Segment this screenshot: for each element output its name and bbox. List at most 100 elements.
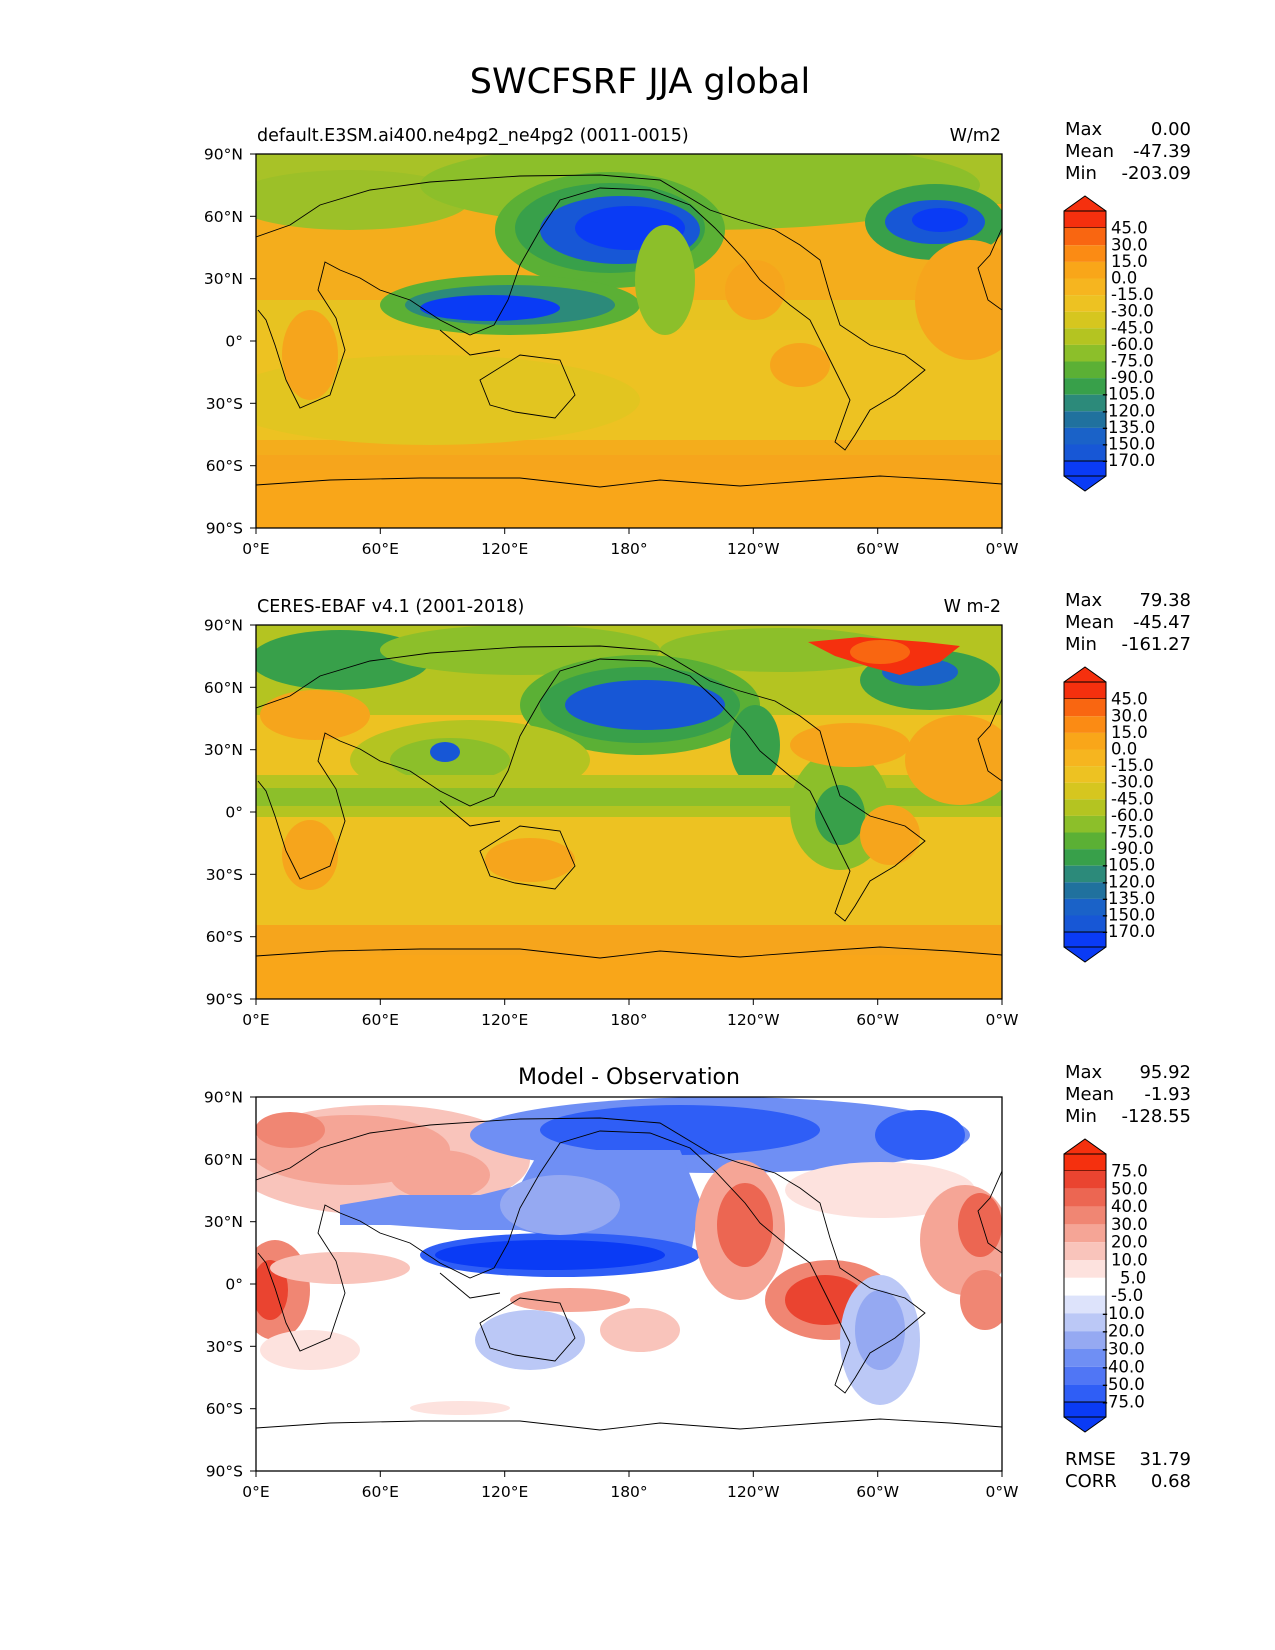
colorbar-top-arrow <box>1063 1138 1107 1172</box>
stat-min-value: -203.09 <box>1122 163 1191 184</box>
colorbar-tick: -105.0 <box>1102 856 1155 875</box>
lat-tick-label: 30°N <box>204 1213 243 1231</box>
colorbar-tick: -150.0 <box>1102 906 1155 925</box>
lat-tick-label: 60°N <box>204 1151 243 1169</box>
stat-corr-value: 0.68 <box>1151 1471 1191 1492</box>
colorbar-tick: -30.0 <box>1111 302 1154 321</box>
colorbar-tick: -170.0 <box>1102 451 1155 470</box>
lat-tick-label: 30°N <box>204 741 243 759</box>
stat-min-value: -161.27 <box>1122 634 1191 655</box>
lon-tick-label: 180° <box>610 1483 647 1501</box>
lat-tick-label: 0° <box>225 333 243 351</box>
stat-min-label: Min <box>1065 634 1097 655</box>
stat-rmse-label: RMSE <box>1065 1449 1116 1470</box>
colorbar-tick: -75.0 <box>1111 352 1154 371</box>
lon-tick-label: 120°E <box>481 1483 528 1501</box>
stats-block: Max 0.00 Mean -47.39 Min -203.09 <box>1065 119 1191 184</box>
colorbar-tick: -10.0 <box>1102 1304 1145 1323</box>
coastlines <box>256 1117 1002 1431</box>
lat-tick-label: 60°N <box>204 208 243 226</box>
lat-tick-label: 90°S <box>206 1463 243 1481</box>
lat-tick-label: 0° <box>225 1276 243 1294</box>
lat-tick-label: 60°S <box>206 1400 243 1418</box>
colorbar-tick: 10.0 <box>1111 1251 1148 1270</box>
stat-mean-value: -47.39 <box>1133 141 1191 162</box>
colorbar-tick: -90.0 <box>1111 368 1154 387</box>
lon-tick-label: 60°W <box>856 540 899 558</box>
colorbar-tick: -135.0 <box>1102 889 1155 908</box>
colorbar: 45.0 30.0 15.0 0.0 -15.0 -30.0 -45.0 -60… <box>1063 666 1155 963</box>
stat-mean-value: -1.93 <box>1144 1084 1191 1105</box>
lon-tick-label: 180° <box>610 540 647 558</box>
colorbar-tick: 50.0 <box>1111 1179 1148 1198</box>
lon-tick-label: 60°E <box>362 1483 399 1501</box>
lat-tick-label: 30°S <box>206 395 243 413</box>
lon-tick-label: 60°W <box>856 1011 899 1029</box>
colorbar-tick: 15.0 <box>1111 723 1148 742</box>
colorbar: 45.0 30.0 15.0 0.0 -15.0 -30.0 -45.0 -60… <box>1063 195 1155 492</box>
colorbar-tick: -105.0 <box>1102 385 1155 404</box>
lon-tick-label: 120°E <box>481 1011 528 1029</box>
lon-tick-label: 0°W <box>986 1483 1019 1501</box>
lat-tick-label: 60°S <box>206 928 243 946</box>
lat-tick-label: 60°S <box>206 457 243 475</box>
stat-max-label: Max <box>1065 1062 1103 1083</box>
colorbar-tick: 45.0 <box>1111 219 1148 238</box>
lon-axis-ticks: 0°E 60°E 120°E 180° 120°W 60°W 0°W <box>242 1471 1018 1501</box>
lat-tick-label: 0° <box>225 804 243 822</box>
stat-max-value: 95.92 <box>1139 1062 1191 1083</box>
lon-axis-ticks: 0°E 60°E 120°E 180° 120°W 60°W 0°W <box>242 999 1018 1029</box>
panel-units: W/m2 <box>950 126 1001 146</box>
lat-tick-label: 90°N <box>204 146 243 164</box>
lon-tick-label: 120°E <box>481 540 528 558</box>
colorbar-tick: -120.0 <box>1102 872 1155 891</box>
lat-tick-label: 60°N <box>204 679 243 697</box>
colorbar-tick: -135.0 <box>1102 418 1155 437</box>
stat-max-label: Max <box>1065 119 1103 140</box>
panel-units: W m-2 <box>944 597 1001 617</box>
lon-tick-label: 0°W <box>986 540 1019 558</box>
lon-tick-label: 120°W <box>727 540 780 558</box>
coastlines <box>256 174 1002 488</box>
colorbar-tick: -75.0 <box>1111 823 1154 842</box>
colorbar-tick: 0.0 <box>1111 269 1137 288</box>
stat-min-label: Min <box>1065 163 1097 184</box>
stat-max-value: 0.00 <box>1151 119 1191 140</box>
lon-tick-label: 0°E <box>242 540 269 558</box>
colorbar: 75.0 50.0 40.0 30.0 20.0 10.0 5.0 -5.0 -… <box>1063 1138 1148 1433</box>
lon-tick-label: 60°E <box>362 540 399 558</box>
colorbar-tick: 15.0 <box>1111 252 1148 271</box>
stat-max-label: Max <box>1065 590 1103 611</box>
lat-axis-ticks: 90°N 60°N 30°N 0° 30°S 60°S 90°S <box>204 146 256 538</box>
colorbar-tick: 5.0 <box>1120 1268 1146 1287</box>
lat-tick-label: 90°N <box>204 617 243 635</box>
colorbar-tick: -75.0 <box>1102 1393 1145 1412</box>
stat-min-label: Min <box>1065 1106 1097 1127</box>
lat-tick-label: 90°N <box>204 1089 243 1107</box>
stat-mean-label: Mean <box>1065 612 1114 633</box>
map-field-observation <box>256 625 1002 999</box>
lon-tick-label: 180° <box>610 1011 647 1029</box>
colorbar-tick: -30.0 <box>1111 773 1154 792</box>
stat-mean-label: Mean <box>1065 1084 1114 1105</box>
colorbar-tick: 75.0 <box>1111 1162 1148 1181</box>
colorbar-tick: -30.0 <box>1102 1340 1145 1359</box>
panel-observation: CERES-EBAF v4.1 (2001-2018) W m-2 <box>204 590 1191 1029</box>
colorbar-tick: 45.0 <box>1111 690 1148 709</box>
panel-difference: Model - Observation <box>204 1062 1191 1501</box>
stat-max-value: 79.38 <box>1139 590 1191 611</box>
colorbar-tick: 30.0 <box>1111 235 1148 254</box>
colorbar-tick: -45.0 <box>1111 789 1154 808</box>
colorbar-tick: -15.0 <box>1111 285 1154 304</box>
panel-left-title: CERES-EBAF v4.1 (2001-2018) <box>257 597 524 617</box>
colorbar-tick: -120.0 <box>1102 401 1155 420</box>
lat-tick-label: 30°S <box>206 866 243 884</box>
lon-tick-label: 120°W <box>727 1011 780 1029</box>
stat-rmse-value: 31.79 <box>1139 1449 1191 1470</box>
colorbar-tick: -90.0 <box>1111 839 1154 858</box>
lat-tick-label: 90°S <box>206 991 243 1009</box>
panel-center-title: Model - Observation <box>518 1065 740 1090</box>
colorbar-tick: 30.0 <box>1111 1215 1148 1234</box>
colorbar-tick: -15.0 <box>1111 756 1154 775</box>
colorbar-tick: -40.0 <box>1102 1357 1145 1376</box>
